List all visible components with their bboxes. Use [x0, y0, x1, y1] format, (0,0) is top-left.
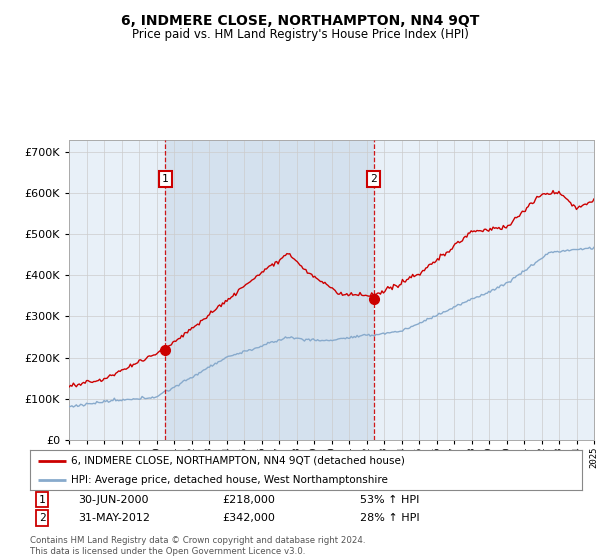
Text: £218,000: £218,000 [222, 494, 275, 505]
Text: 2: 2 [38, 513, 46, 523]
Text: Price paid vs. HM Land Registry's House Price Index (HPI): Price paid vs. HM Land Registry's House … [131, 28, 469, 41]
Text: 1: 1 [162, 174, 169, 184]
Text: Contains HM Land Registry data © Crown copyright and database right 2024.
This d: Contains HM Land Registry data © Crown c… [30, 536, 365, 556]
Text: HPI: Average price, detached house, West Northamptonshire: HPI: Average price, detached house, West… [71, 475, 388, 485]
Text: 31-MAY-2012: 31-MAY-2012 [78, 513, 150, 523]
Text: 2: 2 [370, 174, 377, 184]
Text: 30-JUN-2000: 30-JUN-2000 [78, 494, 149, 505]
Text: 28% ↑ HPI: 28% ↑ HPI [360, 513, 419, 523]
Text: 1: 1 [38, 494, 46, 505]
Text: 6, INDMERE CLOSE, NORTHAMPTON, NN4 9QT (detached house): 6, INDMERE CLOSE, NORTHAMPTON, NN4 9QT (… [71, 456, 405, 465]
Text: 53% ↑ HPI: 53% ↑ HPI [360, 494, 419, 505]
Text: £342,000: £342,000 [222, 513, 275, 523]
Text: 6, INDMERE CLOSE, NORTHAMPTON, NN4 9QT: 6, INDMERE CLOSE, NORTHAMPTON, NN4 9QT [121, 14, 479, 28]
Bar [165, 140, 374, 440]
